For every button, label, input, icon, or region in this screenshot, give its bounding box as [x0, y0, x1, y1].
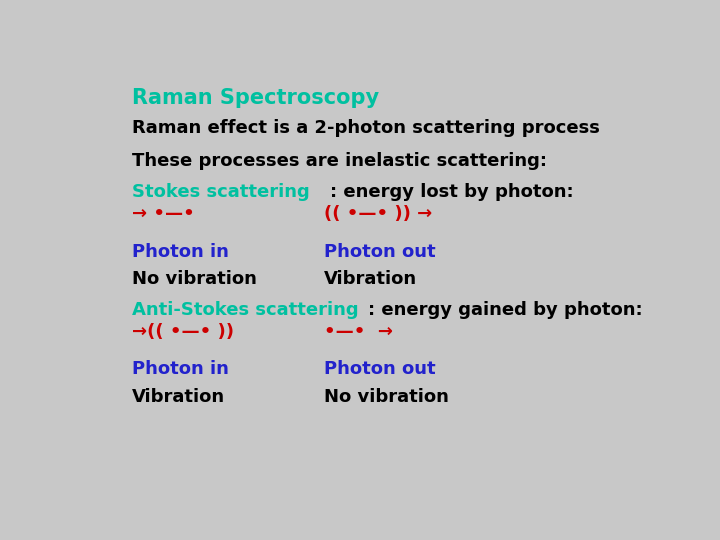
Text: : energy gained by photon:: : energy gained by photon: [368, 301, 642, 319]
Text: Photon out: Photon out [324, 360, 436, 379]
Text: Vibration: Vibration [324, 270, 418, 288]
Text: Photon in: Photon in [132, 243, 229, 261]
Text: •—•  →: •—• → [324, 323, 393, 341]
Text: Raman effect is a 2-photon scattering process: Raman effect is a 2-photon scattering pr… [132, 119, 600, 137]
Text: → •—•: → •—• [132, 206, 194, 224]
Text: No vibration: No vibration [132, 270, 257, 288]
Text: Photon out: Photon out [324, 243, 436, 261]
Text: These processes are inelastic scattering:: These processes are inelastic scattering… [132, 152, 547, 170]
Text: Raman Spectroscopy: Raman Spectroscopy [132, 87, 379, 107]
Text: Photon in: Photon in [132, 360, 229, 379]
Text: Vibration: Vibration [132, 388, 225, 406]
Text: : energy lost by photon:: : energy lost by photon: [330, 183, 574, 201]
Text: No vibration: No vibration [324, 388, 449, 406]
Text: (( •—• )) →: (( •—• )) → [324, 206, 433, 224]
Text: Stokes scattering: Stokes scattering [132, 183, 310, 201]
Text: Anti-Stokes scattering: Anti-Stokes scattering [132, 301, 359, 319]
Text: →(( •—• )): →(( •—• )) [132, 323, 234, 341]
